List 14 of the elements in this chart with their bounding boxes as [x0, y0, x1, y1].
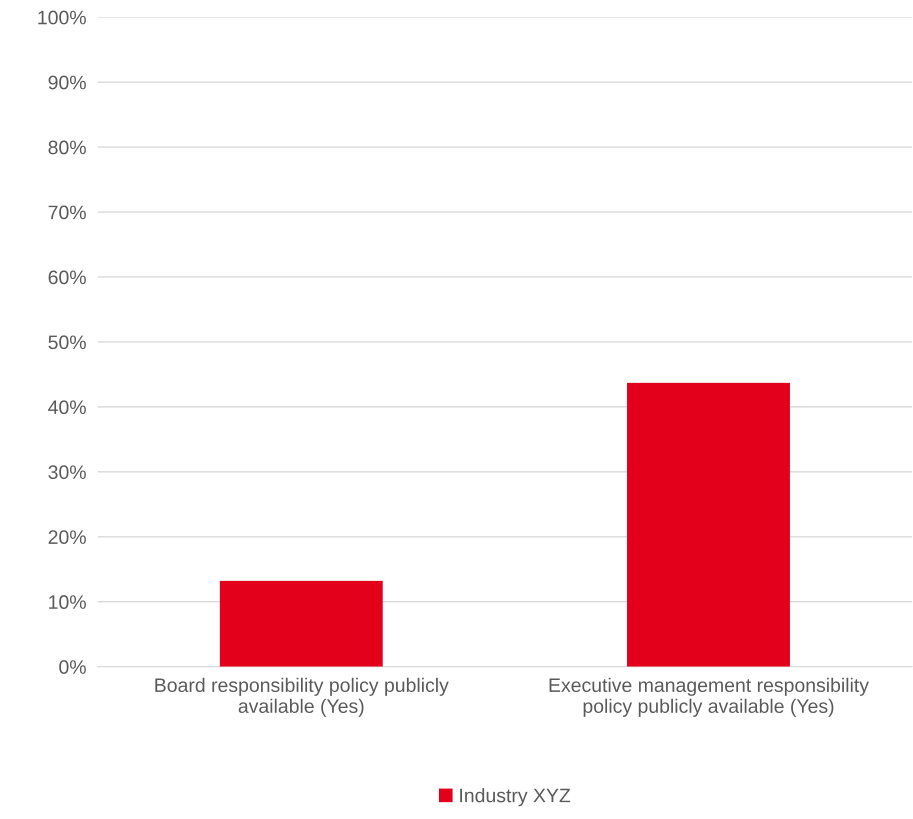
y-tick-label: 100%: [38, 10, 86, 24]
x-tick-label: Executive management responsibility policy publicly available (Yes): [550, 678, 869, 717]
y-tick-label: 20%: [48, 530, 86, 544]
y-tick-label: 80%: [48, 140, 86, 154]
y-tick-label: 90%: [48, 76, 86, 90]
y-tick-label: 40%: [48, 400, 86, 414]
y-tick-label: 60%: [48, 270, 86, 284]
legend-label: Industry XYZ: [460, 788, 570, 806]
y-tick-label: 70%: [48, 206, 86, 220]
y-tick-label: 50%: [48, 335, 86, 350]
y-tick-label: 10%: [49, 595, 86, 609]
y-tick-label: 30%: [48, 465, 86, 480]
x-tick-label: Board responsibility policy publicly available (Yes): [155, 678, 449, 717]
y-tick-label: 0%: [59, 660, 86, 674]
